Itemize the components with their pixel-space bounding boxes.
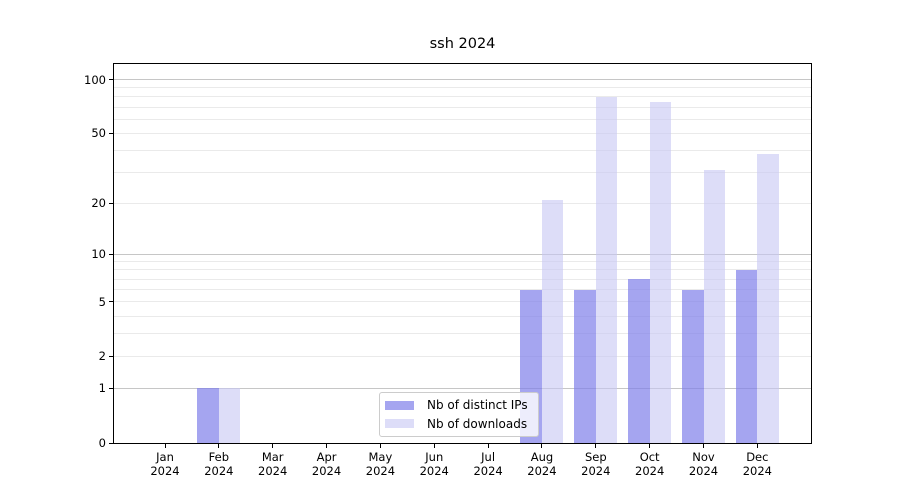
x-axis-tick-label: May 2024 <box>365 450 396 478</box>
x-axis-tick-label: Jun 2024 <box>419 450 449 478</box>
y-tick-mark <box>109 79 114 81</box>
gridline-minor <box>114 315 811 317</box>
x-tick-mark <box>433 444 435 448</box>
gridline-minor <box>114 118 811 120</box>
x-tick-mark <box>218 444 220 448</box>
gridline-major <box>114 253 811 255</box>
gridline-minor <box>114 269 811 271</box>
x-axis-tick-label: Dec 2024 <box>742 450 772 478</box>
y-tick-mark <box>109 387 114 389</box>
y-tick-mark <box>109 301 114 303</box>
bar-downloads-nov <box>703 170 725 443</box>
gridline-minor <box>114 261 811 263</box>
x-axis-tick-label: Oct 2024 <box>635 450 665 478</box>
y-tick-mark <box>109 202 114 204</box>
bar-downloads-aug <box>541 199 564 443</box>
x-tick-mark <box>164 444 166 448</box>
x-tick-mark <box>595 444 597 448</box>
gridline-major <box>114 79 811 81</box>
x-axis-tick-label: Jan 2024 <box>150 450 180 478</box>
x-tick-mark <box>649 444 651 448</box>
gridline-minor <box>114 355 811 357</box>
y-axis-tick-label: 2 <box>98 349 106 364</box>
x-tick-mark <box>326 444 328 448</box>
legend-swatch-distinct-ips <box>385 400 414 410</box>
y-tick-mark <box>109 442 114 444</box>
x-axis-tick-label: Jul 2024 <box>473 450 503 478</box>
gridline-minor <box>114 172 811 174</box>
x-axis-tick-label: Apr 2024 <box>311 450 342 478</box>
y-tick-mark <box>109 253 114 255</box>
y-axis-tick-label: 50 <box>91 126 106 141</box>
gridline-minor <box>114 278 811 280</box>
y-axis-tick-label: 100 <box>84 72 106 87</box>
legend-item-distinct-ips: Nb of distinct IPs <box>385 396 531 415</box>
y-axis-tick-label: 1 <box>98 381 106 396</box>
bar-downloads-oct <box>649 101 672 443</box>
bar-distinct-ips-feb <box>197 388 219 443</box>
y-axis-tick-label: 20 <box>91 196 106 211</box>
x-axis-tick-label: Mar 2024 <box>258 450 288 478</box>
chart-title: ssh 2024 <box>429 36 496 52</box>
bar-downloads-dec <box>757 154 779 443</box>
x-tick-mark <box>756 444 758 448</box>
x-tick-mark <box>272 444 274 448</box>
bar-distinct-ips-nov <box>682 289 704 443</box>
y-axis-tick-label: 10 <box>91 247 106 262</box>
gridline-minor <box>114 301 811 303</box>
x-axis-tick-label: Nov 2024 <box>688 450 719 478</box>
bar-distinct-ips-sep <box>574 289 596 443</box>
y-axis-tick-label: 5 <box>98 294 106 309</box>
gridline-minor <box>114 289 811 291</box>
x-axis-tick-label: Feb 2024 <box>204 450 234 478</box>
x-tick-mark <box>703 444 704 448</box>
y-axis-tick-label: 0 <box>98 436 106 450</box>
gridline-minor <box>114 96 811 98</box>
bar-downloads-feb <box>218 388 241 443</box>
bar-downloads-sep <box>595 96 618 443</box>
gridline-minor <box>114 87 811 89</box>
gridline-minor <box>114 333 811 335</box>
y-tick-mark <box>109 355 114 357</box>
legend-label-downloads: Nb of downloads <box>427 416 528 431</box>
x-axis-tick-label: Sep 2024 <box>581 450 611 478</box>
plot-area <box>113 63 812 444</box>
x-axis-tick-label: Aug 2024 <box>527 450 557 478</box>
legend-label-distinct-ips: Nb of distinct IPs <box>427 398 528 413</box>
gridline-major <box>114 387 811 389</box>
legend-swatch-downloads <box>385 419 414 429</box>
x-tick-mark <box>541 444 543 448</box>
gridline-minor <box>114 202 811 204</box>
x-tick-mark <box>487 444 489 448</box>
bar-distinct-ips-oct <box>628 279 650 443</box>
gridline-minor <box>114 106 811 108</box>
legend-item-downloads: Nb of downloads <box>385 415 531 434</box>
y-tick-mark <box>109 132 114 134</box>
gridline-minor <box>114 150 811 152</box>
gridline-minor <box>114 132 811 134</box>
x-tick-mark <box>379 444 381 448</box>
legend: Nb of distinct IPs Nb of downloads <box>379 392 539 437</box>
bar-distinct-ips-dec <box>735 269 758 443</box>
